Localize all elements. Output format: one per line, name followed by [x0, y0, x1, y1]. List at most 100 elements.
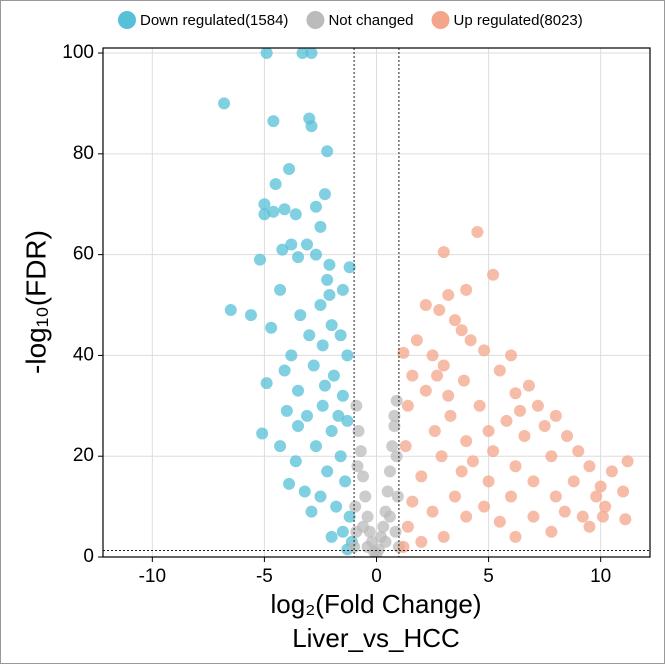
- plot-frame: [102, 47, 651, 558]
- point: [399, 440, 412, 453]
- legend-label: Not changed: [328, 12, 413, 29]
- point: [301, 409, 314, 422]
- point: [558, 505, 571, 518]
- point: [513, 404, 526, 417]
- point: [309, 440, 322, 453]
- point: [258, 208, 271, 221]
- point: [457, 374, 470, 387]
- point: [350, 399, 363, 412]
- point: [298, 485, 311, 498]
- point: [448, 314, 461, 327]
- point: [388, 409, 401, 422]
- point: [527, 510, 540, 523]
- point: [471, 225, 484, 238]
- x-tick-label: 0: [371, 566, 382, 587]
- point: [509, 387, 522, 400]
- point: [442, 288, 455, 301]
- point: [419, 384, 432, 397]
- point: [283, 162, 296, 175]
- point: [343, 510, 356, 523]
- point: [314, 220, 327, 233]
- point: [527, 475, 540, 488]
- point: [478, 500, 491, 513]
- point: [316, 339, 329, 352]
- point: [545, 450, 558, 463]
- point: [617, 485, 630, 498]
- point: [426, 349, 439, 362]
- point: [336, 283, 349, 296]
- point: [549, 409, 562, 422]
- point: [431, 369, 444, 382]
- point: [352, 425, 365, 438]
- point: [621, 455, 634, 468]
- point: [466, 455, 479, 468]
- point: [260, 377, 273, 390]
- point: [354, 445, 367, 458]
- point: [276, 243, 289, 256]
- point: [274, 440, 287, 453]
- point: [292, 384, 305, 397]
- point: [433, 304, 446, 317]
- x-tick-label: -5: [256, 566, 273, 587]
- point: [383, 510, 396, 523]
- point: [321, 145, 334, 158]
- point: [473, 399, 486, 412]
- point: [478, 344, 491, 357]
- point: [379, 535, 392, 548]
- point: [265, 321, 278, 334]
- point: [401, 399, 414, 412]
- point: [292, 251, 305, 264]
- point: [415, 535, 428, 548]
- legend-marker: [118, 11, 136, 29]
- point: [285, 349, 298, 362]
- point: [267, 115, 280, 128]
- point: [361, 540, 374, 553]
- point: [397, 346, 410, 359]
- points: [218, 48, 634, 557]
- point: [435, 450, 448, 463]
- point: [285, 238, 298, 251]
- point: [269, 178, 282, 191]
- point: [572, 445, 585, 458]
- y-tick-label: 0: [83, 546, 94, 567]
- point: [493, 364, 506, 377]
- y-tick-label: 80: [73, 143, 94, 164]
- point: [442, 389, 455, 402]
- x-tick-label: 10: [590, 566, 611, 587]
- x-tick-label: -10: [139, 566, 166, 587]
- legend-label: Down regulated(1584): [140, 12, 288, 29]
- point: [357, 470, 370, 483]
- point: [590, 490, 603, 503]
- point: [444, 409, 457, 422]
- point: [567, 475, 580, 488]
- point: [482, 475, 495, 488]
- point: [410, 334, 423, 347]
- point: [332, 409, 345, 422]
- point: [305, 505, 318, 518]
- point: [599, 500, 612, 513]
- point: [325, 425, 338, 438]
- point: [274, 283, 287, 296]
- point: [428, 425, 441, 438]
- point: [218, 97, 231, 110]
- point: [406, 369, 419, 382]
- point: [349, 500, 362, 513]
- point: [561, 430, 574, 443]
- point: [545, 525, 558, 538]
- point: [294, 309, 307, 322]
- point: [448, 490, 461, 503]
- point: [437, 246, 450, 259]
- point: [549, 490, 562, 503]
- point: [493, 515, 506, 528]
- point: [336, 525, 349, 538]
- point: [318, 188, 331, 201]
- point: [253, 253, 266, 266]
- point: [388, 419, 401, 432]
- point: [455, 465, 468, 478]
- point: [325, 319, 338, 332]
- point: [389, 525, 402, 538]
- point: [283, 477, 296, 490]
- point: [361, 510, 374, 523]
